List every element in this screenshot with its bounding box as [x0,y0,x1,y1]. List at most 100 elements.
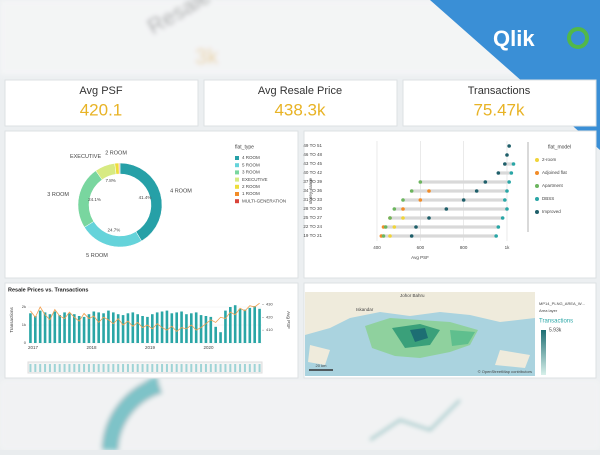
navigator-bar [146,364,148,372]
bar [195,312,198,343]
range-bar [384,225,499,228]
legend-swatch [535,210,539,214]
map-legend-scale [541,330,546,375]
dot [427,189,431,193]
dot [427,216,431,220]
navigator-bar [161,364,163,372]
navigator-bar [137,364,139,372]
navigator-bar [151,364,153,372]
bar [166,311,169,343]
bar [54,312,57,344]
navigator-bar [190,364,192,372]
bar [200,315,203,343]
legend-swatch [535,197,539,201]
navigator-bar [44,364,46,372]
legend-label: MULTI-GENERATION [242,198,286,203]
bar [136,314,139,343]
navigator-bar [156,364,158,372]
range-bar [394,207,507,210]
navigator-bar [176,364,178,372]
dot [494,234,498,238]
navigator-bar [117,364,119,372]
data-label: 7.8% [105,178,115,183]
bar [73,314,76,343]
dot [382,234,386,238]
y-tick-label: 43 TO 45 [303,161,322,166]
map [305,292,535,376]
donut-slice [119,163,120,174]
x-tick-label: 400 [373,245,381,250]
dot [501,216,505,220]
chart-title: Resale Prices vs. Transactions [8,287,88,293]
footer-bg [0,380,600,450]
dot [462,198,466,202]
bar [214,327,217,343]
navigator-bar [107,364,109,372]
dot [393,225,397,229]
legend-swatch [235,170,239,174]
y-axis-title: Transactions [9,306,14,332]
legend-swatch [535,171,539,175]
navigator-bar [166,364,168,372]
legend-label: 2-room [542,157,557,162]
map-place: Iskandar [356,307,374,312]
bar [175,312,178,343]
range-bar [412,189,507,192]
bar [107,311,110,343]
legend-title: flat_type [235,144,254,150]
x-axis-title: Avg PSF [411,255,429,260]
legend-label: 3 ROOM [242,170,260,175]
dot [384,225,388,229]
navigator-bar [132,364,134,372]
y-tick-label: 40 TO 42 [303,170,322,175]
dot [410,234,414,238]
navigator-bar [205,364,207,372]
navigator-bar [83,364,85,372]
dot [388,234,392,238]
data-label: 24.1% [88,197,101,202]
legend-swatch [235,199,239,203]
bar [39,311,42,343]
y-tick-label: 2k [22,304,26,309]
dot [497,225,501,229]
kpi-label: Avg Resale Price [258,85,342,97]
dot [484,180,488,184]
x-tick-label: 2020 [204,345,215,350]
navigator-bar [142,364,144,372]
x-tick-label: 600 [417,245,425,250]
legend-swatch [235,178,239,182]
bar [190,313,193,343]
brand-logo: Qlik [493,26,535,51]
navigator-bar [234,364,236,372]
y-tick-label: 22 TO 24 [303,224,322,229]
navigator-bar [229,364,231,372]
dot [445,207,449,211]
y2-axis-title: Avg PSF [286,311,291,329]
legend-swatch [535,158,539,162]
dot [505,153,509,157]
dot [507,144,511,148]
x-tick-label: 800 [460,245,468,250]
bar [127,313,130,343]
bar [34,316,37,343]
navigator-bar [122,364,124,372]
kpi-value: 420.1 [80,100,123,119]
navigator-bar [259,364,261,372]
x-tick-label: 2019 [145,345,156,350]
bar [58,315,61,343]
navigator-bar [195,364,197,372]
dot [419,198,423,202]
navigator-bar [68,364,70,372]
bar [249,308,252,343]
legend-label: 4 ROOM [242,155,260,160]
data-label: 41.4% [139,195,152,200]
y-tick-label: 31 TO 33 [303,197,322,202]
kpi-value: 75.47k [473,100,525,119]
y2-tick-label: 410 [266,327,273,332]
navigator-bar [244,364,246,372]
navigator-bar [39,364,41,372]
dot [401,216,405,220]
legend-title: flat_model [548,144,571,150]
map-layer: MP14_PLNG_AREA_W... [539,301,585,306]
